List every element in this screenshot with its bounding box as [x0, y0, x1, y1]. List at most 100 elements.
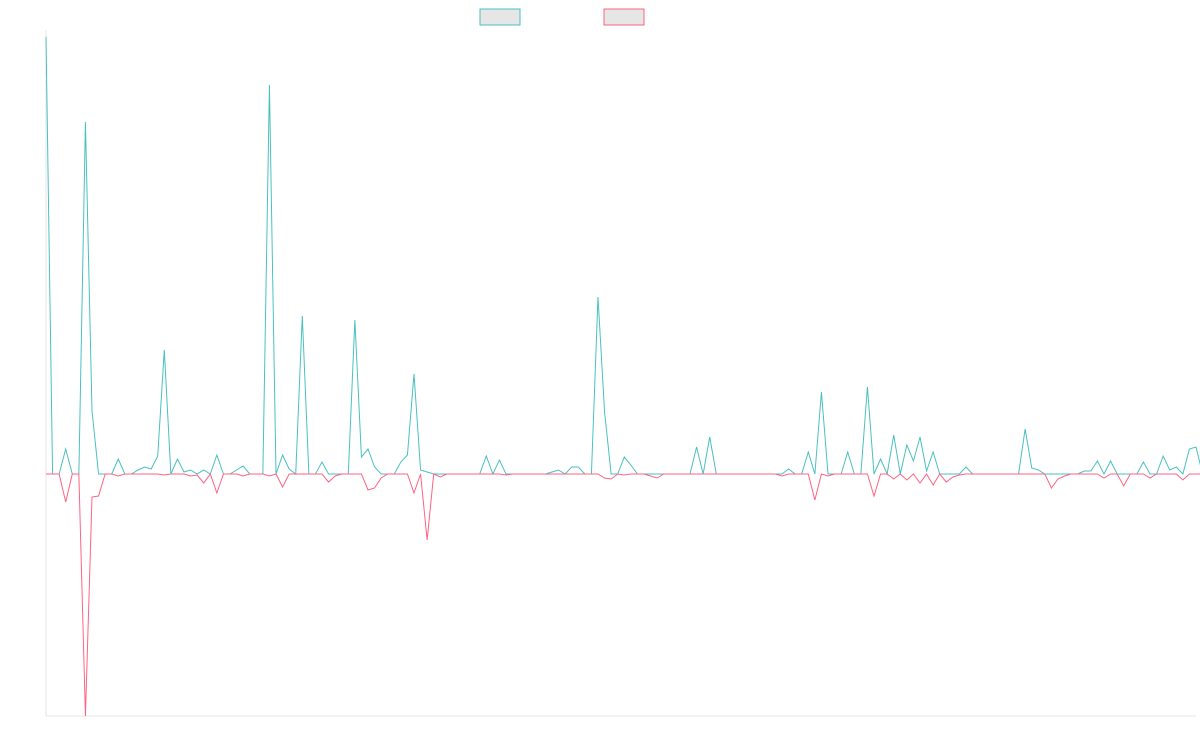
data-point[interactable] [43, 34, 49, 40]
data-point[interactable] [753, 471, 759, 477]
data-point[interactable] [1016, 471, 1022, 477]
data-point[interactable] [201, 480, 207, 486]
data-point[interactable] [667, 471, 673, 477]
data-point[interactable] [155, 453, 161, 459]
data-point[interactable] [897, 471, 903, 477]
data-point[interactable] [1193, 444, 1199, 450]
data-point[interactable] [950, 474, 956, 480]
data-point[interactable] [825, 473, 831, 479]
data-point[interactable] [50, 471, 56, 477]
data-point[interactable] [496, 457, 502, 463]
data-point[interactable] [142, 471, 148, 477]
data-point[interactable] [871, 471, 877, 477]
data-point[interactable] [536, 471, 542, 477]
data-point[interactable] [319, 459, 325, 465]
data-point[interactable] [280, 484, 286, 490]
data-point[interactable] [1022, 471, 1028, 477]
data-point[interactable] [1035, 471, 1041, 477]
data-point[interactable] [96, 471, 102, 477]
data-point[interactable] [457, 471, 463, 477]
data-point[interactable] [1029, 471, 1035, 477]
data-point[interactable] [746, 471, 752, 477]
data-point[interactable] [628, 462, 634, 468]
data-point[interactable] [562, 471, 568, 477]
data-point[interactable] [326, 479, 332, 485]
data-point[interactable] [891, 432, 897, 438]
data-point[interactable] [720, 471, 726, 477]
data-point[interactable] [943, 471, 949, 477]
data-point[interactable] [266, 473, 272, 479]
data-point[interactable] [115, 473, 121, 479]
data-point[interactable] [319, 471, 325, 477]
data-point[interactable] [1154, 471, 1160, 477]
data-point[interactable] [1094, 458, 1100, 464]
data-point[interactable] [89, 408, 95, 414]
data-point[interactable] [687, 471, 693, 477]
data-point[interactable] [595, 294, 601, 300]
data-point[interactable] [82, 119, 88, 125]
data-point[interactable] [1094, 471, 1100, 477]
data-point[interactable] [372, 464, 378, 470]
data-point[interactable] [569, 471, 575, 477]
data-point[interactable] [845, 471, 851, 477]
data-point[interactable] [496, 471, 502, 477]
data-point[interactable] [523, 471, 529, 477]
data-point[interactable] [293, 471, 299, 477]
data-point[interactable] [661, 471, 667, 477]
data-point[interactable] [615, 471, 621, 477]
data-point[interactable] [391, 471, 397, 477]
data-point[interactable] [694, 471, 700, 477]
data-point[interactable] [148, 471, 154, 477]
data-point[interactable] [1108, 471, 1114, 477]
data-point[interactable] [595, 471, 601, 477]
data-point[interactable] [43, 471, 49, 477]
data-point[interactable] [424, 469, 430, 475]
data-point[interactable] [930, 482, 936, 488]
data-point[interactable] [740, 471, 746, 477]
data-point[interactable] [385, 471, 391, 477]
data-point[interactable] [56, 471, 62, 477]
data-point[interactable] [805, 449, 811, 455]
data-point[interactable] [365, 446, 371, 452]
data-point[interactable] [411, 490, 417, 496]
data-point[interactable] [924, 471, 930, 477]
data-point[interactable] [477, 471, 483, 477]
data-point[interactable] [608, 476, 614, 482]
data-point[interactable] [1147, 475, 1153, 481]
data-point[interactable] [858, 471, 864, 477]
data-point[interactable] [569, 464, 575, 470]
data-point[interactable] [989, 471, 995, 477]
data-point[interactable] [871, 493, 877, 499]
data-point[interactable] [917, 434, 923, 440]
data-point[interactable] [464, 471, 470, 477]
data-point[interactable] [358, 471, 364, 477]
data-point[interactable] [621, 454, 627, 460]
data-point[interactable] [1114, 471, 1120, 477]
data-point[interactable] [483, 453, 489, 459]
data-point[interactable] [1160, 471, 1166, 477]
data-point[interactable] [891, 476, 897, 482]
data-point[interactable] [1180, 477, 1186, 483]
data-point[interactable] [174, 471, 180, 477]
data-point[interactable] [575, 471, 581, 477]
data-point[interactable] [648, 473, 654, 479]
data-point[interactable] [1062, 473, 1068, 479]
data-point[interactable] [122, 471, 128, 477]
data-point[interactable] [306, 471, 312, 477]
data-point[interactable] [1022, 426, 1028, 432]
data-point[interactable] [181, 471, 187, 477]
data-point[interactable] [1048, 471, 1054, 477]
data-point[interactable] [128, 471, 134, 477]
data-point[interactable] [1042, 471, 1048, 477]
data-point[interactable] [1134, 471, 1140, 477]
data-point[interactable] [76, 471, 82, 477]
data-point[interactable] [450, 471, 456, 477]
data-point[interactable] [345, 471, 351, 477]
data-point[interactable] [444, 471, 450, 477]
data-point[interactable] [135, 471, 141, 477]
data-point[interactable] [1160, 453, 1166, 459]
data-point[interactable] [352, 317, 358, 323]
data-point[interactable] [812, 497, 818, 503]
data-point[interactable] [864, 384, 870, 390]
data-point[interactable] [1121, 483, 1127, 489]
